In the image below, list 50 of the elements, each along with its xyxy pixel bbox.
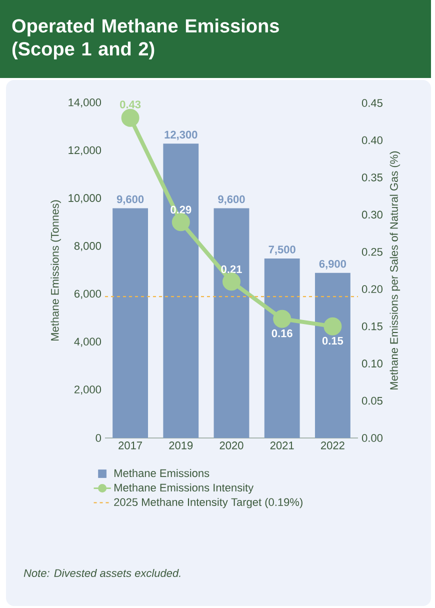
y2-tick-label: 0.25 <box>362 248 382 256</box>
data-label: 0.43 <box>120 100 141 108</box>
y2-tick-label: 0.35 <box>362 174 382 182</box>
x-tick-label: 2021 <box>270 442 294 450</box>
y-tick-label: 6,000 <box>74 290 102 299</box>
point <box>324 317 342 336</box>
legend-label: 2025 Methane Intensity Target (0.19%) <box>114 498 302 508</box>
data-label: 9,600 <box>218 195 245 205</box>
bar <box>264 258 300 438</box>
data-label: 6,900 <box>319 260 346 270</box>
y-tick-label: 8,000 <box>74 242 102 252</box>
y-axis-title: Methane Emissions (Tonnes) <box>50 200 61 341</box>
y2-axis-title: Methane Emissions per Sales of Natural Gas (%) <box>390 151 400 390</box>
y2-tick-label: 0.45 <box>362 99 382 107</box>
data-label: 0.29 <box>170 206 192 214</box>
y2-tick-label: 0.15 <box>362 322 382 330</box>
x-tick-label: 2017 <box>118 442 142 450</box>
bar <box>112 208 148 438</box>
y2-tick-label: 0.30 <box>362 210 382 219</box>
point <box>172 213 190 232</box>
y2-tick-label: 0.10 <box>362 360 382 368</box>
chart-title: Operated Methane Emissions (Scope 1 and 2) <box>12 18 279 60</box>
data-label: 0.21 <box>221 265 242 274</box>
data-label: 9,600 <box>116 195 144 205</box>
y-tick-label: 10,000 <box>68 194 102 204</box>
bar <box>163 144 199 438</box>
y2-tick-label: 0.40 <box>362 136 382 144</box>
x-tick-label: 2022 <box>321 442 344 450</box>
y2-tick-label: 0.20 <box>362 285 382 294</box>
legend-label: Methane Emissions Intensity <box>114 483 254 494</box>
y-tick-label: 0 <box>96 434 102 442</box>
y-tick-label: 4,000 <box>74 338 102 347</box>
bar <box>214 208 250 438</box>
bar <box>314 272 350 438</box>
data-label: 7,500 <box>268 246 296 256</box>
data-label: 0.16 <box>272 329 292 338</box>
y2-tick-label: 0.05 <box>362 396 382 405</box>
point <box>273 310 292 328</box>
y-tick-label: 14,000 <box>68 98 102 108</box>
text: Note: Divested assets excluded. <box>24 568 180 578</box>
data-label: 12,300 <box>164 130 198 140</box>
x-tick-label: 2020 <box>220 442 244 450</box>
point <box>222 272 240 291</box>
legend-label: Methane Emissions <box>114 469 210 478</box>
x-tick-label: 2019 <box>169 442 193 450</box>
data-label: 0.15 <box>322 336 344 345</box>
point <box>121 108 140 127</box>
y2-tick-label: 0.00 <box>362 434 382 442</box>
y-tick-label: 12,000 <box>68 146 102 156</box>
y-tick-label: 2,000 <box>74 386 102 395</box>
